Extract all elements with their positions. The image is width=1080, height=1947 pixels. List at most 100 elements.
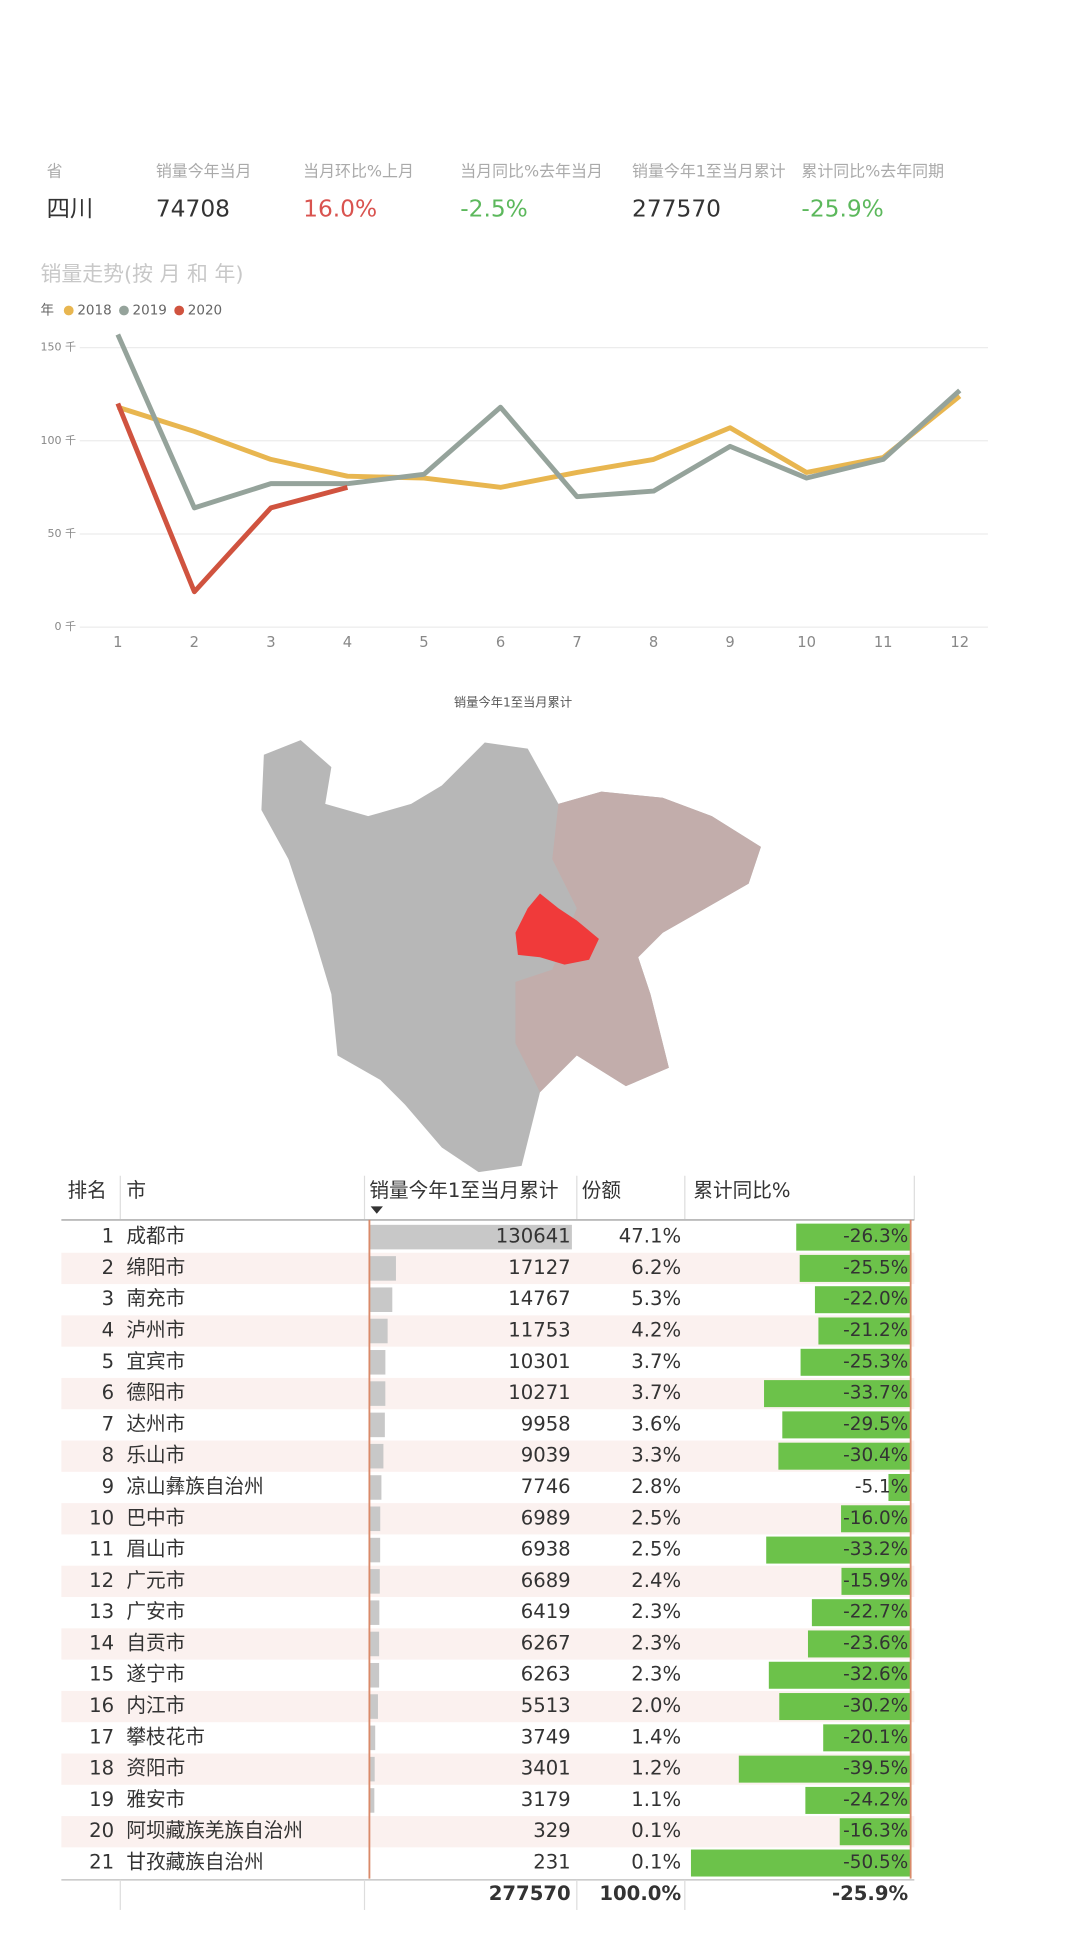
legend-label: 2018 [77,303,111,319]
rank: 4 [102,1319,115,1342]
row-band [61,1503,915,1535]
city: 达州市 [126,1412,185,1435]
yoy-bar [764,1380,911,1408]
yoy-bar [800,1348,911,1376]
rank: 6 [102,1381,115,1404]
yoy-bar [839,1818,911,1846]
sales-bar [369,1224,572,1250]
yoy: -25.3% [843,1351,908,1372]
legend-label: 2019 [133,303,167,319]
series-line [115,333,962,511]
rank: 5 [102,1350,115,1373]
yoy-bar [818,1317,911,1345]
rank: 19 [89,1788,114,1811]
sales: 17127 [508,1256,570,1279]
y-tick-label: 0 千 [55,620,77,633]
yoy-bar [811,1599,911,1627]
series-line [115,402,349,595]
city: 宜宾市 [126,1350,185,1373]
rank: 13 [89,1600,114,1623]
sales-bar [369,1443,384,1469]
yoy: -30.4% [843,1445,908,1466]
city: 内江市 [126,1694,185,1717]
yoy: -33.7% [843,1383,908,1404]
map-region-highlight [515,893,599,965]
sales-bar [369,1287,393,1312]
sales-bar [369,1475,382,1500]
yoy: -20.1% [843,1727,908,1748]
rank: 14 [89,1631,114,1654]
yoy: -24.2% [843,1789,908,1810]
yoy: -16.0% [843,1508,908,1529]
map-title: 销量今年1至当月累计 [454,695,572,710]
sales: 14767 [508,1287,570,1310]
legend-title: 年 [41,303,55,319]
sales: 6419 [521,1600,571,1623]
rank: 12 [89,1569,114,1592]
x-tick-label: 2 [190,634,199,651]
yoy-bar [796,1223,911,1251]
row-band [61,1816,915,1848]
rank: 16 [89,1694,114,1717]
sales-bar [369,1788,375,1813]
sales-bar [369,1694,378,1719]
map [261,740,761,1173]
share: 3.3% [631,1444,681,1467]
legend-label: 2020 [188,303,222,319]
row-band [61,1565,915,1598]
city: 雅安市 [126,1788,185,1811]
city: 凉山彝族自治州 [126,1475,263,1498]
sales-bar [369,1350,386,1375]
city: 眉山市 [126,1538,185,1561]
x-tick-label: 7 [572,634,581,651]
kpi-value: 16.0% [303,195,377,222]
yoy: -21.2% [843,1320,908,1341]
kpi-label: 当月同比%去年当月 [460,161,603,180]
yoy-bar [805,1786,911,1814]
yoy-bar [738,1755,911,1783]
yoy: -23.6% [843,1633,908,1654]
x-tick-label: 11 [874,634,893,651]
y-tick-label: 50 千 [48,527,77,540]
sales: 3749 [521,1725,571,1748]
yoy-bar [778,1442,911,1470]
share: 1.1% [631,1788,681,1811]
sales-bar [369,1631,380,1657]
x-tick-label: 10 [797,634,816,651]
kpi-value: 四川 [47,195,94,222]
x-tick-label: 3 [266,634,275,651]
city: 遂宁市 [126,1663,185,1686]
sort-arrow [370,1206,383,1214]
column-header: 份额 [582,1179,622,1202]
city: 巴中市 [126,1506,185,1529]
yoy: -22.0% [843,1289,908,1310]
yoy-bar [779,1693,911,1721]
yoy-bar [768,1661,911,1689]
share: 47.1% [619,1225,681,1248]
share: 2.3% [631,1631,681,1654]
rank: 10 [89,1506,114,1529]
sales: 10271 [508,1381,570,1404]
legend-marker [63,305,74,316]
sales: 329 [533,1819,570,1842]
sales: 6938 [521,1538,571,1561]
map-region [515,791,761,1093]
yoy: -50.5% [843,1852,908,1873]
sales-bar [369,1725,376,1751]
sales: 11753 [508,1319,570,1342]
yoy-bar [807,1630,911,1658]
share: 2.5% [631,1538,681,1561]
yoy-bar [841,1567,911,1595]
share: 1.4% [631,1725,681,1748]
x-tick-label: 8 [649,634,658,651]
city: 甘孜藏族自治州 [126,1851,263,1874]
column-header: 销量今年1至当月累计 [369,1179,558,1202]
sales: 231 [533,1851,570,1874]
sales-bar [369,1662,380,1688]
rank: 17 [89,1725,114,1748]
row-band [61,1252,915,1285]
row-band [61,1628,915,1660]
sales-bar [369,1381,386,1406]
sales-bar [369,1756,375,1782]
